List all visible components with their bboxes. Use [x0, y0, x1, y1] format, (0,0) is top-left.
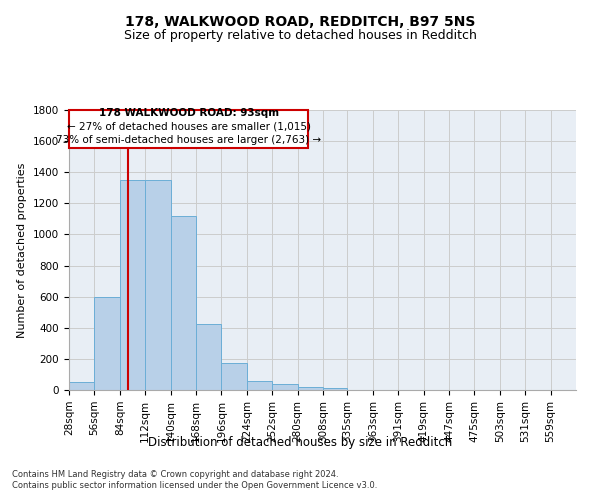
- Y-axis label: Number of detached properties: Number of detached properties: [17, 162, 28, 338]
- Text: 73% of semi-detached houses are larger (2,763) →: 73% of semi-detached houses are larger (…: [56, 134, 321, 144]
- Text: Distribution of detached houses by size in Redditch: Distribution of detached houses by size …: [148, 436, 452, 449]
- Bar: [69, 382, 94, 390]
- Text: 178, WALKWOOD ROAD, REDDITCH, B97 5NS: 178, WALKWOOD ROAD, REDDITCH, B97 5NS: [125, 16, 475, 30]
- FancyBboxPatch shape: [69, 110, 308, 148]
- Text: ← 27% of detached houses are smaller (1,015): ← 27% of detached houses are smaller (1,…: [67, 122, 311, 132]
- Bar: [323, 388, 347, 390]
- Bar: [145, 180, 170, 390]
- Text: Contains HM Land Registry data © Crown copyright and database right 2024.
Contai: Contains HM Land Registry data © Crown c…: [12, 470, 377, 490]
- Bar: [247, 380, 272, 390]
- Bar: [196, 324, 221, 390]
- Bar: [272, 384, 298, 390]
- Text: 178 WALKWOOD ROAD: 93sqm: 178 WALKWOOD ROAD: 93sqm: [98, 108, 279, 118]
- Text: Size of property relative to detached houses in Redditch: Size of property relative to detached ho…: [124, 28, 476, 42]
- Bar: [170, 216, 196, 390]
- Bar: [94, 296, 120, 390]
- Bar: [120, 180, 145, 390]
- Bar: [298, 387, 323, 390]
- Bar: [221, 363, 247, 390]
